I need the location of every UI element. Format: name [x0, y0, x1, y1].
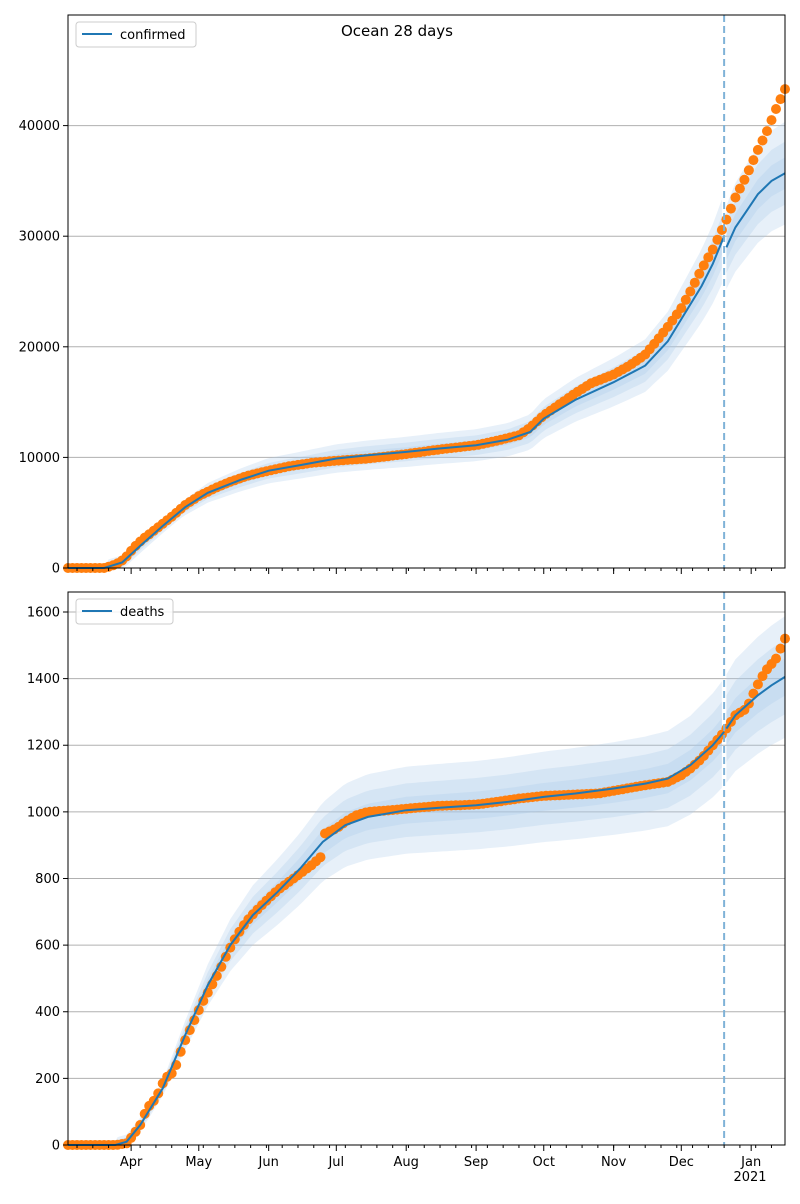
deaths-band — [726, 658, 785, 746]
confirmed-observed-point — [676, 303, 687, 314]
deaths-fit-line — [68, 731, 725, 1146]
deaths-panel: 0 200 400 600 800 1000 1200 1400 1600 Apr May Jun J… — [27, 591, 790, 1185]
x-axis-year-label: 2021 — [733, 1170, 766, 1185]
confirmed-observed-point — [734, 183, 745, 194]
deaths-x-axis: Apr May Jun Jul Aug Sep Oct Nov Dec Jan — [76, 1145, 772, 1170]
x-tick-label-oct: Oct — [533, 1155, 555, 1170]
deaths-observed-point — [315, 852, 326, 863]
confirmed-observed-point — [752, 144, 763, 155]
deaths-forecast-line — [725, 676, 786, 730]
confirmed-y-tick-label: 0 — [52, 562, 60, 577]
confirmed-observed-point — [762, 126, 772, 137]
confirmed-observed-point — [703, 252, 714, 263]
deaths-y-tick-label: 1400 — [27, 672, 60, 687]
confirmed-observed-point — [716, 225, 727, 235]
confirmed-plot-frame — [67, 14, 786, 569]
confirmed-legend-label: confirmed — [120, 28, 186, 43]
deaths-y-tick-label: 400 — [35, 1005, 60, 1020]
deaths-legend-label: deaths — [120, 605, 165, 620]
x-tick-label-jan: Jan — [740, 1155, 761, 1170]
confirmed-y-tick-label: 40000 — [19, 119, 60, 134]
confirmed-observed-point — [730, 192, 741, 203]
confirmed-legend-box — [75, 21, 197, 48]
deaths-y-tick-label: 600 — [35, 939, 60, 954]
chart-title: Ocean 28 days — [341, 22, 453, 40]
confirmed-band — [726, 121, 785, 289]
confirmed-y-tick-label: 10000 — [19, 451, 60, 466]
x-tick-label-nov: Nov — [601, 1155, 627, 1170]
confirmed-observed-point — [712, 234, 723, 245]
confirmed-legend: confirmed — [75, 21, 197, 48]
confirmed-observed-point — [685, 286, 696, 297]
deaths-y-tick-label: 200 — [35, 1072, 60, 1087]
confirmed-observed-point — [743, 165, 754, 176]
confirmed-fit-line — [68, 235, 726, 569]
confirmed-observed-point — [721, 214, 732, 225]
x-tick-label-jun: Jun — [258, 1155, 279, 1170]
confirmed-observed-point — [698, 260, 709, 271]
confirmed-observed-point — [775, 94, 786, 105]
x-tick-label-aug: Aug — [394, 1155, 419, 1170]
deaths-y-tick-label: 800 — [35, 872, 60, 887]
deaths-band — [68, 701, 722, 1145]
confirmed-observed-point — [757, 135, 768, 146]
confirmed-y-tick-label: 20000 — [19, 340, 60, 355]
deaths-fit-lines — [68, 676, 786, 1146]
confirmed-band — [68, 199, 722, 569]
deaths-y-axis: 0 200 400 600 800 1000 1200 1400 1600 — [27, 605, 68, 1154]
confirmed-observed-point — [725, 203, 736, 214]
x-tick-label-apr: Apr — [120, 1155, 143, 1170]
deaths-y-tick-label: 1000 — [27, 805, 60, 820]
confirmed-panel: 0 10000 20000 30000 40000 Ocean 28 days conf… — [19, 14, 790, 577]
confirmed-y-axis: 0 10000 20000 30000 40000 — [19, 119, 68, 577]
confirmed-y-tick-label: 30000 — [19, 230, 60, 245]
deaths-band — [68, 718, 722, 1145]
deaths-y-tick-label: 0 — [52, 1139, 60, 1154]
confirmed-observed-point — [771, 104, 781, 114]
x-tick-label-jul: Jul — [327, 1155, 344, 1170]
deaths-observed-point — [771, 653, 781, 664]
deaths-legend-box — [75, 598, 174, 625]
confirmed-observed-point — [707, 244, 718, 255]
confirmed-observed-point — [680, 294, 691, 305]
confirmed-observed-point — [689, 277, 700, 288]
x-tick-label-may: May — [185, 1155, 212, 1170]
confirmed-forecast-line — [725, 172, 786, 248]
confirmed-observed-point — [694, 268, 705, 279]
confirmed-band — [726, 141, 785, 273]
confirmed-observed-point — [766, 115, 777, 126]
deaths-y-tick-label: 1600 — [27, 605, 60, 620]
deaths-band — [726, 616, 785, 783]
deaths-observed-point — [752, 679, 763, 690]
x-tick-label-dec: Dec — [669, 1155, 694, 1170]
confirmed-observed-point — [739, 174, 750, 185]
deaths-y-tick-label: 1200 — [27, 739, 60, 754]
deaths-plot-frame — [67, 591, 786, 1146]
confirmed-observed-point — [748, 155, 759, 166]
x-tick-label-sep: Sep — [464, 1155, 489, 1170]
confirmed-x-axis-ticks — [76, 568, 772, 574]
deaths-observed-point — [775, 643, 786, 654]
deaths-legend: deaths — [75, 598, 174, 625]
confirmed-fit-lines — [68, 172, 786, 569]
deaths-observed-point — [139, 1108, 150, 1119]
